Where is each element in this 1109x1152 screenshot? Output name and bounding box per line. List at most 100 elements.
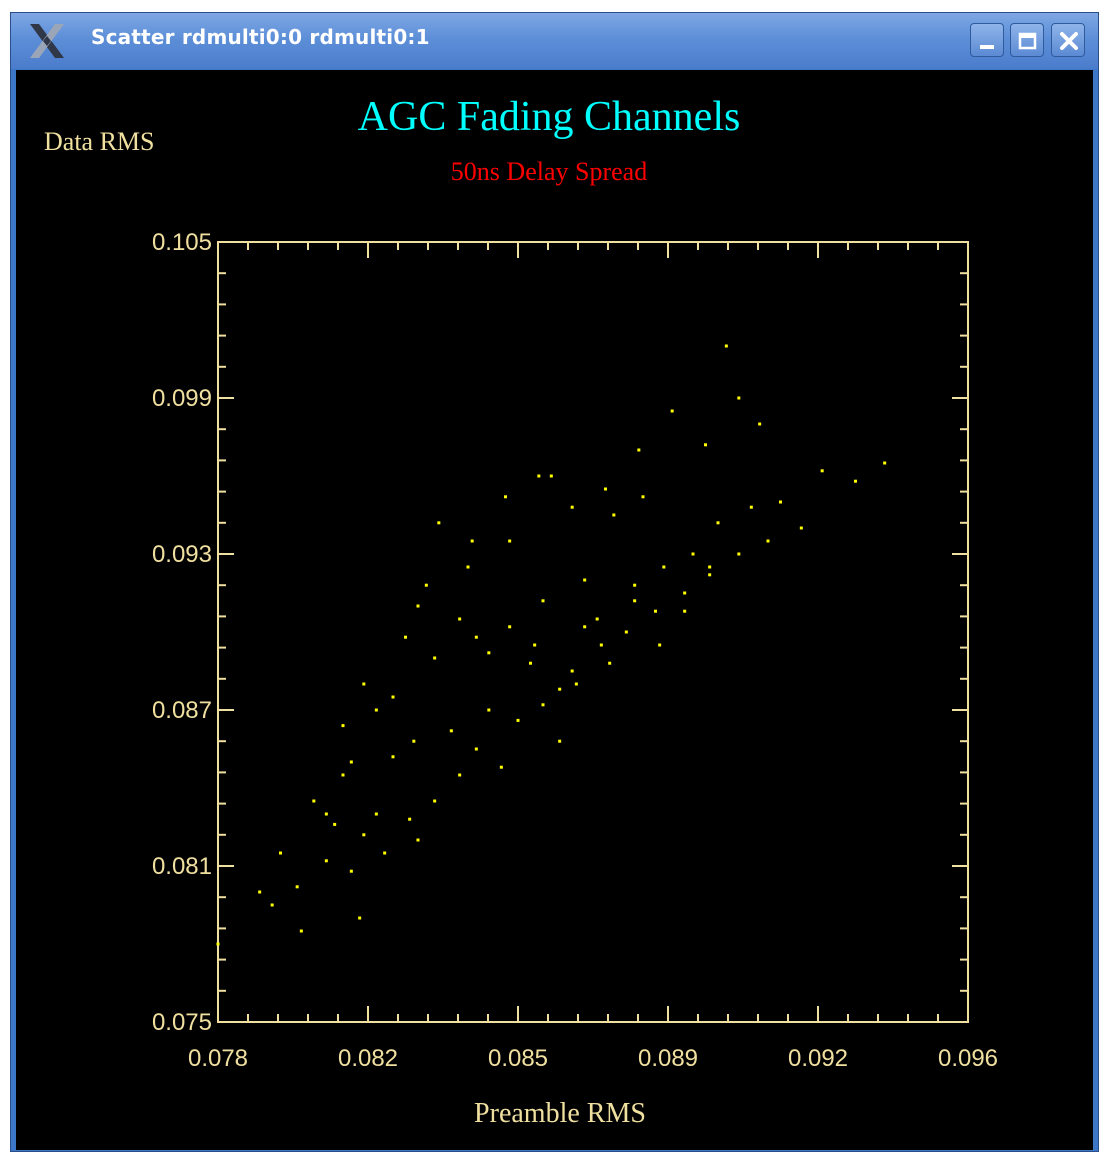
data-point: [599, 643, 603, 647]
data-point: [737, 552, 741, 556]
data-point: [433, 799, 437, 803]
data-point: [529, 661, 532, 665]
data-point: [708, 573, 712, 577]
data-point: [549, 474, 553, 478]
x-axis-label: Preamble RMS: [474, 1098, 646, 1129]
data-point: [724, 344, 728, 348]
data-point: [633, 599, 637, 603]
y-tick-label: 0.099: [152, 385, 212, 412]
data-point: [458, 617, 462, 621]
data-point: [258, 890, 262, 894]
data-point: [295, 885, 299, 889]
data-point: [324, 859, 328, 863]
x-tick-label: 0.089: [638, 1045, 698, 1072]
data-point: [758, 422, 762, 426]
data-point: [799, 526, 803, 530]
data-point: [499, 765, 503, 769]
data-point: [408, 817, 412, 821]
data-point: [583, 625, 587, 629]
title-bar[interactable]: Scatter rdmulti0:0 rdmulti0:1: [11, 13, 1098, 69]
y-tick-label: 0.093: [152, 541, 212, 568]
data-point: [508, 625, 512, 629]
data-point: [558, 739, 562, 743]
x-logo-icon[interactable]: [27, 22, 67, 60]
data-point: [691, 552, 695, 556]
close-icon: [1060, 32, 1078, 50]
data-point: [299, 929, 303, 933]
data-point: [612, 513, 616, 517]
minimize-button[interactable]: [970, 23, 1004, 57]
chart-title: AGC Fading Channels: [358, 94, 741, 140]
data-point: [662, 565, 666, 569]
data-point: [424, 583, 428, 587]
data-point: [404, 635, 407, 639]
data-point: [374, 812, 378, 816]
scatter-chart: AGC Fading Channels 50ns Delay Spread Da…: [44, 94, 998, 1129]
minimize-icon: [980, 45, 994, 49]
data-point: [766, 539, 770, 543]
x-tick-label: 0.085: [488, 1045, 548, 1072]
data-point: [683, 609, 687, 613]
data-point: [374, 708, 378, 712]
data-point: [637, 448, 641, 452]
data-point: [574, 682, 578, 686]
data-point: [362, 833, 366, 837]
maximize-icon: [1018, 32, 1037, 50]
y-axis-label: Data RMS: [44, 127, 155, 156]
data-point: [279, 851, 282, 855]
data-point: [341, 773, 345, 777]
data-point: [533, 643, 537, 647]
data-point: [349, 760, 353, 764]
plot-frame: [217, 241, 969, 1023]
data-point: [470, 539, 474, 543]
data-point: [658, 643, 662, 647]
data-point: [324, 812, 328, 816]
data-point: [487, 651, 491, 655]
data-point: [633, 583, 637, 587]
data-point: [604, 487, 607, 491]
data-point: [391, 755, 395, 759]
data-point: [466, 565, 470, 569]
data-point: [358, 916, 362, 920]
data-point: [516, 718, 520, 722]
data-point: [854, 479, 857, 483]
chart-subtitle: 50ns Delay Spread: [451, 157, 647, 186]
data-point: [570, 505, 574, 509]
data-point: [779, 500, 782, 504]
axis-ticks: 0.078 0.082 0.085 0.089 0.092 0.096 0.075 0.081…: [152, 229, 998, 1072]
data-point: [883, 461, 887, 465]
y-tick-label: 0.105: [152, 229, 212, 256]
data-point: [474, 635, 478, 639]
window-title: Scatter rdmulti0:0 rdmulti0:1: [91, 25, 430, 49]
data-point: [541, 703, 545, 707]
close-button[interactable]: [1051, 23, 1085, 57]
data-point: [595, 617, 599, 621]
data-point: [737, 396, 741, 400]
data-point: [349, 869, 353, 873]
data-point: [383, 851, 387, 855]
data-point: [541, 599, 545, 603]
data-point: [270, 903, 274, 907]
data-point: [820, 469, 824, 473]
x-tick-label: 0.096: [938, 1045, 998, 1072]
data-point: [670, 409, 674, 413]
maximize-button[interactable]: [1010, 23, 1044, 57]
data-point: [716, 521, 720, 525]
data-point: [391, 695, 395, 699]
y-tick-label: 0.075: [152, 1009, 212, 1036]
x-tick-label: 0.082: [338, 1045, 398, 1072]
data-point: [437, 521, 441, 525]
data-point: [416, 838, 420, 842]
data-point: [449, 729, 453, 733]
plot-area: AGC Fading Channels 50ns Delay Spread Da…: [16, 70, 1093, 1150]
data-point: [624, 630, 628, 634]
scatter-points: [216, 344, 887, 946]
data-point: [474, 747, 478, 751]
y-tick-label: 0.087: [152, 697, 212, 724]
data-point: [608, 661, 612, 665]
data-point: [416, 604, 420, 608]
x-tick-label: 0.092: [788, 1045, 848, 1072]
data-point: [312, 799, 316, 803]
data-point: [333, 822, 337, 826]
data-point: [708, 565, 712, 569]
